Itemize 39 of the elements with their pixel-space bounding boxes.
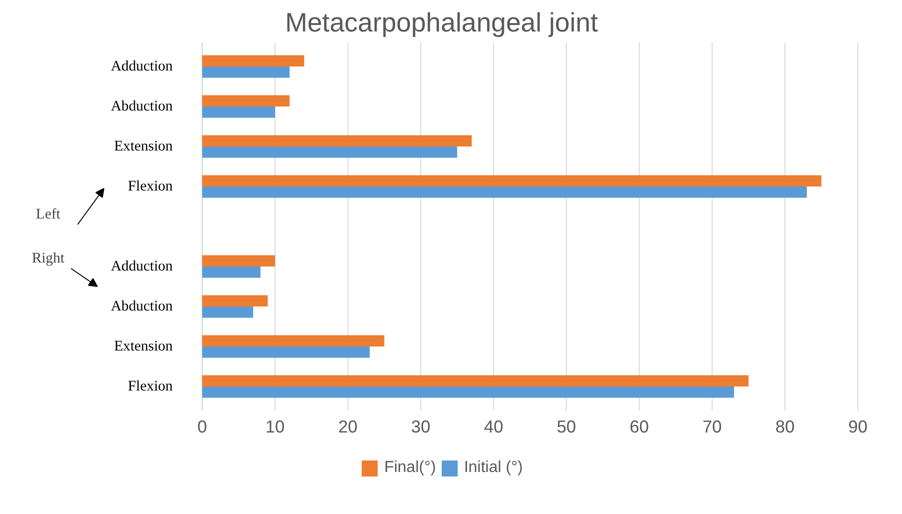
bar	[202, 95, 290, 106]
bar	[202, 135, 472, 146]
legend-label: Initial (°)	[464, 459, 523, 477]
x-tick-label: 20	[338, 416, 358, 436]
y-tick-label: Extension	[114, 138, 174, 154]
bar	[202, 146, 458, 158]
bar	[202, 335, 384, 346]
text: Left	[36, 206, 60, 222]
x-tick-label: 50	[556, 416, 576, 436]
x-tick-label: 0	[197, 416, 208, 436]
x-tick-label: 60	[630, 416, 649, 436]
bar	[202, 66, 290, 78]
bar	[202, 306, 254, 318]
bar	[202, 346, 370, 358]
bar	[202, 295, 268, 306]
bar	[202, 186, 807, 198]
x-tick-label: 10	[265, 416, 285, 436]
y-tick-label: Adduction	[110, 258, 174, 274]
x-tick-label: 70	[702, 416, 722, 436]
bar	[202, 175, 822, 186]
bar	[202, 55, 304, 66]
bar	[202, 266, 260, 278]
chart-title: Metacarpophalangeal joint	[285, 8, 598, 38]
legend-label: Final(°)	[384, 459, 436, 477]
text: Right	[32, 250, 64, 266]
y-tick-label: Flexion	[128, 178, 174, 194]
y-tick-label: Abduction	[110, 298, 174, 314]
x-tick-label: 90	[848, 416, 868, 436]
x-tick-label: 40	[484, 416, 504, 436]
bar	[202, 375, 749, 386]
x-tick-label: 30	[411, 416, 430, 436]
y-tick-label: Flexion	[128, 378, 174, 394]
y-tick-label: Extension	[114, 338, 174, 354]
bar	[202, 386, 734, 398]
x-tick-label: 80	[775, 416, 795, 436]
bar	[202, 255, 276, 266]
y-tick-label: Abduction	[110, 98, 174, 114]
bar	[202, 106, 276, 118]
y-tick-label: Adduction	[110, 58, 174, 74]
